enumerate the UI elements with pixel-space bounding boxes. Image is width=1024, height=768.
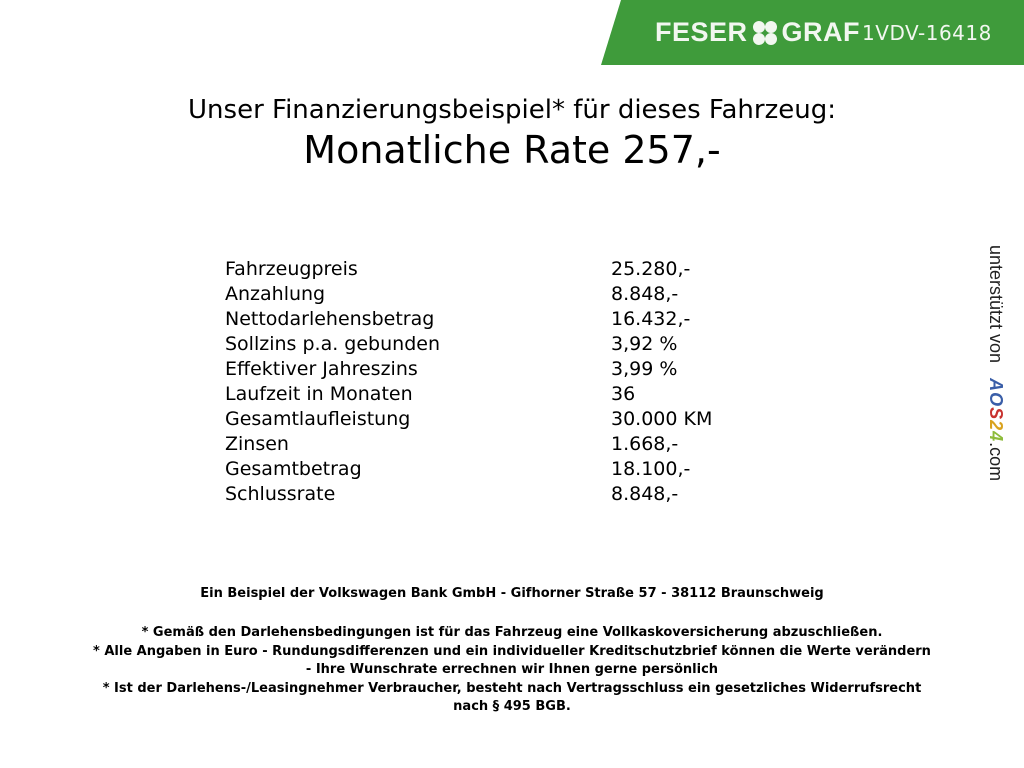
row-value: 36 bbox=[611, 383, 636, 405]
row-value: 25.280,- bbox=[611, 258, 691, 280]
supported-by-suffix: .com bbox=[986, 442, 1006, 482]
row-value: 1.668,- bbox=[611, 433, 679, 455]
supported-by-text: unterstützt von bbox=[986, 245, 1006, 364]
row-label: Effektiver Jahreszins bbox=[225, 358, 418, 380]
row-label: Anzahlung bbox=[225, 283, 326, 305]
footnotes: * Gemäß den Darlehensbedingungen ist für… bbox=[0, 624, 1024, 717]
brand-left: FESER bbox=[655, 17, 748, 47]
brand-right: GRAF bbox=[781, 17, 861, 47]
table-row: Zinsen 1.668,- bbox=[225, 432, 712, 457]
row-value: 8.848,- bbox=[611, 283, 679, 305]
footnote: * Ist der Darlehens-/Leasingnehmer Verbr… bbox=[102, 680, 922, 696]
row-label: Schlussrate bbox=[225, 483, 336, 505]
financing-table: Fahrzeugpreis 25.280,- Anzahlung 8.848,- Net… bbox=[225, 257, 712, 507]
table-row: Schlussrate 8.848,- bbox=[225, 482, 712, 507]
row-value: 3,99 % bbox=[611, 358, 678, 380]
footnote: nach § 495 BGB. bbox=[453, 699, 571, 714]
footnote: * Gemäß den Darlehensbedingungen ist für… bbox=[141, 625, 883, 640]
table-row: Sollzins p.a. gebunden 3,92 % bbox=[225, 332, 712, 357]
table-row: Fahrzeugpreis 25.280,- bbox=[225, 257, 712, 282]
footnote: * Alle Angaben in Euro - Rundungsdiffere… bbox=[93, 643, 931, 659]
brand-logo: FESER GRAF 1VDV-16418 bbox=[655, 17, 992, 48]
footnote: - Ihre Wunschrate errechnen wir Ihnen ge… bbox=[305, 662, 719, 677]
table-row: Nettodarlehensbetrag 16.432,- bbox=[225, 307, 712, 332]
row-label: Sollzins p.a. gebunden bbox=[225, 333, 440, 355]
row-label: Gesamtlaufleistung bbox=[225, 408, 411, 430]
row-value: 16.432,- bbox=[611, 308, 691, 330]
row-label: Gesamtbetrag bbox=[225, 458, 362, 480]
table-row: Laufzeit in Monaten 36 bbox=[225, 382, 712, 407]
row-label: Nettodarlehensbetrag bbox=[225, 308, 435, 330]
bank-line: Ein Beispiel der Volkswagen Bank GmbH - … bbox=[200, 586, 824, 601]
row-label: Zinsen bbox=[225, 433, 289, 455]
table-row: Anzahlung 8.848,- bbox=[225, 282, 712, 307]
header-banner bbox=[601, 0, 1024, 65]
row-label: Fahrzeugpreis bbox=[225, 258, 358, 280]
row-value: 8.848,- bbox=[611, 483, 679, 505]
table-row: Effektiver Jahreszins 3,99 % bbox=[225, 357, 712, 382]
supported-by: unterstützt von AOS24.com bbox=[985, 245, 1006, 481]
monthly-rate: Monatliche Rate 257,- bbox=[303, 128, 721, 172]
row-value: 30.000 KM bbox=[611, 408, 713, 430]
table-row: Gesamtlaufleistung 30.000 KM bbox=[225, 407, 712, 432]
row-label: Laufzeit in Monaten bbox=[225, 383, 413, 405]
clover-icon bbox=[752, 20, 778, 46]
aos24-logo: AOS24 bbox=[986, 378, 1006, 443]
table-row: Gesamtbetrag 18.100,- bbox=[225, 457, 712, 482]
row-value: 18.100,- bbox=[611, 458, 691, 480]
vehicle-code: 1VDV-16418 bbox=[862, 20, 992, 45]
page-title: Unser Finanzierungsbeispiel* für dieses … bbox=[188, 95, 836, 125]
row-value: 3,92 % bbox=[611, 333, 678, 355]
